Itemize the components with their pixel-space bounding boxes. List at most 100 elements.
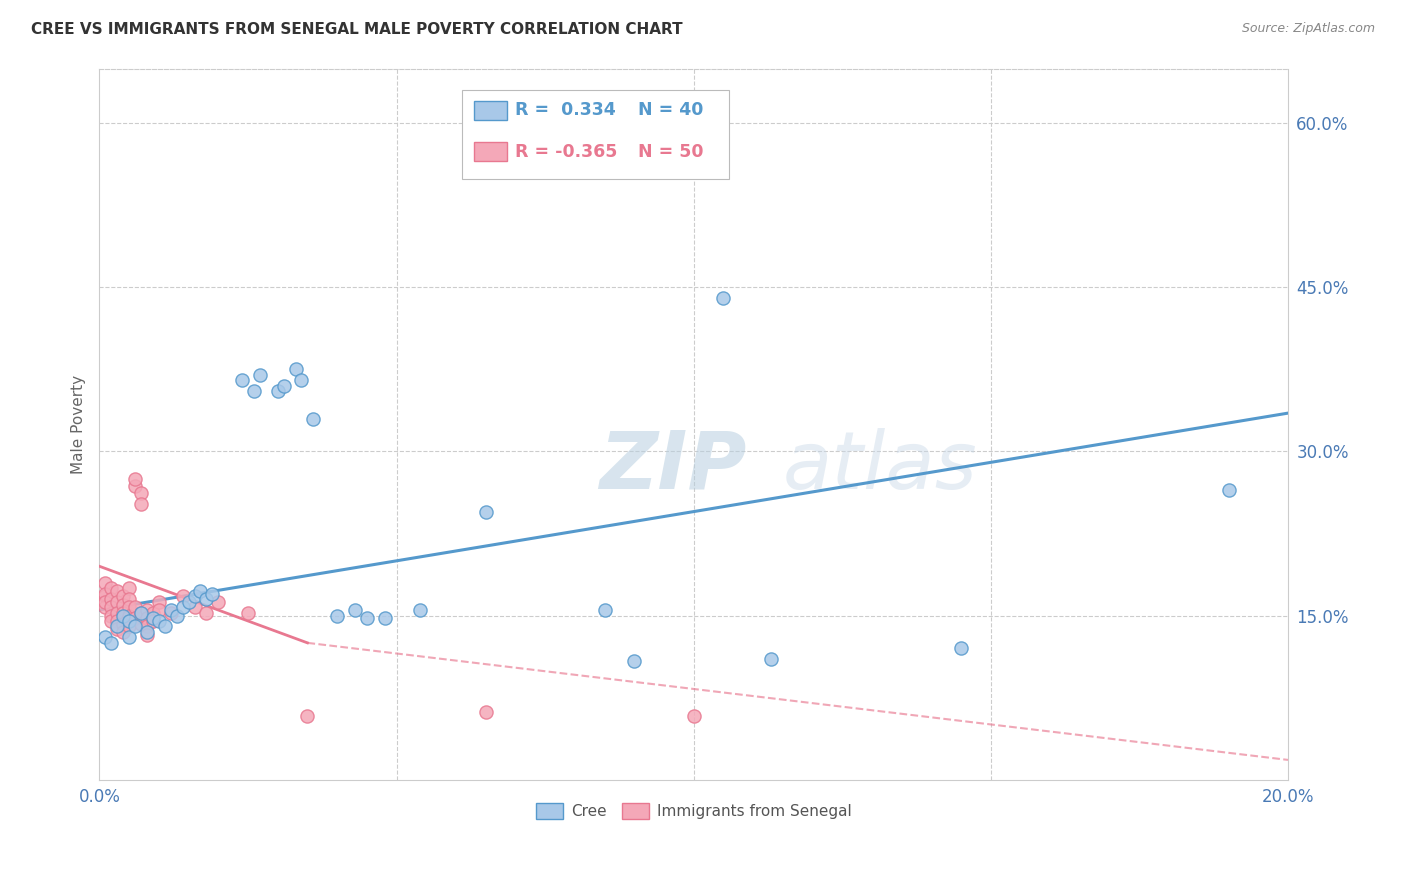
Point [195, 592, 218, 607]
Point [326, 608, 349, 623]
Point [249, 368, 271, 382]
Text: N = 50: N = 50 [638, 143, 703, 161]
Point [136, 624, 159, 639]
Point [148, 614, 170, 628]
Point [124, 610, 146, 624]
Point [136, 619, 159, 633]
Point [124, 479, 146, 493]
Point [118, 631, 141, 645]
Point [290, 373, 312, 387]
Point [105, 622, 128, 636]
Point [105, 619, 128, 633]
Point [284, 362, 307, 376]
Point [273, 378, 295, 392]
Text: Source: ZipAtlas.com: Source: ZipAtlas.com [1241, 22, 1375, 36]
Point [129, 617, 152, 632]
Point [112, 607, 135, 621]
Point [177, 595, 200, 609]
Point [682, 709, 704, 723]
Point [474, 505, 496, 519]
Point [153, 619, 176, 633]
Point [94, 599, 117, 614]
Point [124, 472, 146, 486]
Point [148, 595, 170, 609]
Text: ZIP: ZIP [599, 428, 747, 506]
Point [166, 608, 188, 623]
Point [94, 589, 117, 603]
Point [236, 607, 259, 621]
Point [302, 411, 325, 425]
Point [356, 610, 378, 624]
Point [129, 607, 152, 621]
Point [118, 592, 141, 607]
Point [105, 584, 128, 599]
Point [100, 608, 122, 623]
Point [593, 603, 616, 617]
Point [112, 624, 135, 639]
FancyBboxPatch shape [474, 101, 508, 120]
Point [100, 636, 122, 650]
Point [94, 587, 117, 601]
Point [94, 575, 117, 590]
Point [112, 598, 135, 612]
Point [118, 581, 141, 595]
Point [623, 655, 645, 669]
Point [105, 614, 128, 628]
Point [343, 603, 366, 617]
Point [231, 373, 253, 387]
Point [142, 614, 165, 628]
Point [267, 384, 290, 399]
Point [183, 599, 205, 614]
Point [129, 497, 152, 511]
Point [195, 607, 218, 621]
Point [136, 610, 159, 624]
Point [124, 599, 146, 614]
Point [118, 614, 141, 628]
Point [100, 592, 122, 607]
Point [124, 619, 146, 633]
Point [129, 486, 152, 500]
Point [172, 599, 194, 614]
Point [105, 595, 128, 609]
Text: CREE VS IMMIGRANTS FROM SENEGAL MALE POVERTY CORRELATION CHART: CREE VS IMMIGRANTS FROM SENEGAL MALE POV… [31, 22, 682, 37]
Point [409, 603, 432, 617]
Point [172, 589, 194, 603]
Point [159, 603, 181, 617]
Point [713, 291, 735, 305]
Point [105, 607, 128, 621]
Point [118, 619, 141, 633]
Point [112, 589, 135, 603]
Point [1218, 483, 1240, 497]
Point [374, 610, 396, 624]
Point [950, 641, 973, 656]
Point [136, 603, 159, 617]
Point [201, 587, 224, 601]
Point [129, 607, 152, 621]
Text: R = -0.365: R = -0.365 [516, 143, 617, 161]
Point [159, 607, 181, 621]
FancyBboxPatch shape [474, 143, 508, 161]
Text: R =  0.334: R = 0.334 [516, 102, 616, 120]
Point [100, 599, 122, 614]
Point [148, 603, 170, 617]
Point [112, 608, 135, 623]
Point [118, 608, 141, 623]
Point [142, 610, 165, 624]
Point [112, 617, 135, 632]
Point [207, 595, 229, 609]
Point [759, 652, 782, 666]
Point [474, 705, 496, 719]
Point [297, 709, 319, 723]
Point [142, 607, 165, 621]
Point [100, 581, 122, 595]
Text: atlas: atlas [783, 428, 977, 506]
FancyBboxPatch shape [463, 90, 730, 178]
Point [94, 595, 117, 609]
Point [136, 628, 159, 642]
Text: N = 40: N = 40 [638, 102, 703, 120]
Point [100, 614, 122, 628]
Legend: Cree, Immigrants from Senegal: Cree, Immigrants from Senegal [530, 797, 858, 825]
Y-axis label: Male Poverty: Male Poverty [72, 375, 86, 474]
Point [243, 384, 266, 399]
Point [190, 584, 212, 599]
